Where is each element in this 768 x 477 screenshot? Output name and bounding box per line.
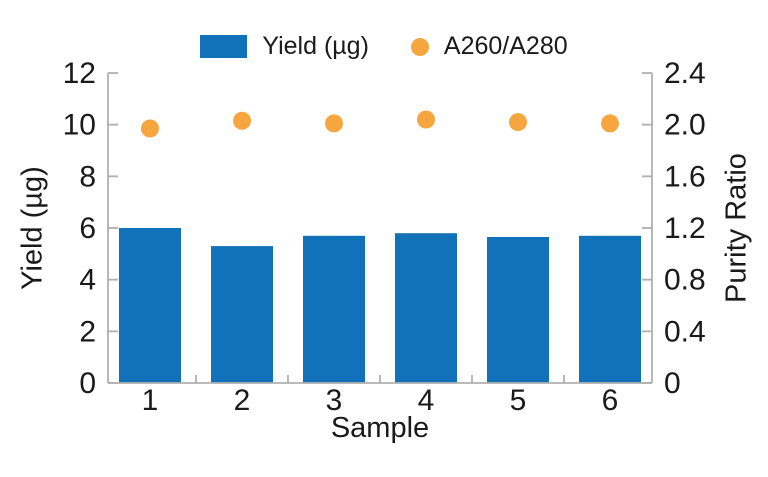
x-tick-label: 5 [510,384,527,417]
dot-sample-5 [509,113,527,132]
right-y-tick-label: 0.8 [664,264,706,297]
right-y-tick-label: 2.4 [664,57,706,90]
legend: Yield (µg) A260/A280 [0,32,768,61]
x-tick-label: 4 [418,384,435,417]
right-y-tick-label: 1.2 [664,212,706,245]
bar-sample-2 [211,246,273,383]
right-y-tick-label: 1.6 [664,160,706,193]
right-y-tick-label: 0.4 [664,315,706,348]
left-y-tick-label: 4 [79,264,96,297]
left-y-tick-label: 8 [79,160,96,193]
dot-sample-3 [325,114,343,133]
dot-sample-4 [417,110,435,129]
legend-item-yield: Yield (µg) [200,32,369,61]
x-tick-label: 3 [326,384,343,417]
x-axis-title: Sample [330,412,430,444]
right-y-tick-label: 0 [664,367,681,400]
dot-sample-1 [141,119,159,138]
legend-bar-swatch-icon [200,35,248,58]
right-y-axis-title: Purity Ratio [720,153,753,303]
left-y-tick-label: 6 [79,212,96,245]
x-tick-label: 6 [602,384,619,417]
right-y-tick-label: 2.0 [664,109,706,142]
bar-sample-1 [119,228,181,383]
x-tick-label: 2 [234,384,251,417]
left-y-tick-label: 2 [79,315,96,348]
bar-sample-4 [395,233,457,383]
left-y-tick-label: 0 [79,367,96,400]
bar-sample-6 [579,235,641,384]
legend-label-ratio: A260/A280 [443,32,568,60]
left-y-tick-label: 12 [63,57,96,90]
legend-dot-swatch-icon [410,37,429,56]
left-y-axis-title: Yield (µg) [16,166,49,290]
left-y-tick-label: 10 [63,109,96,142]
dot-sample-2 [233,111,251,130]
bar-sample-3 [303,235,365,384]
bar-sample-5 [487,237,549,383]
dot-sample-6 [601,114,619,133]
legend-label-yield: Yield (µg) [262,32,369,60]
legend-item-ratio: A260/A280 [410,32,568,61]
x-tick-label: 1 [142,384,159,417]
